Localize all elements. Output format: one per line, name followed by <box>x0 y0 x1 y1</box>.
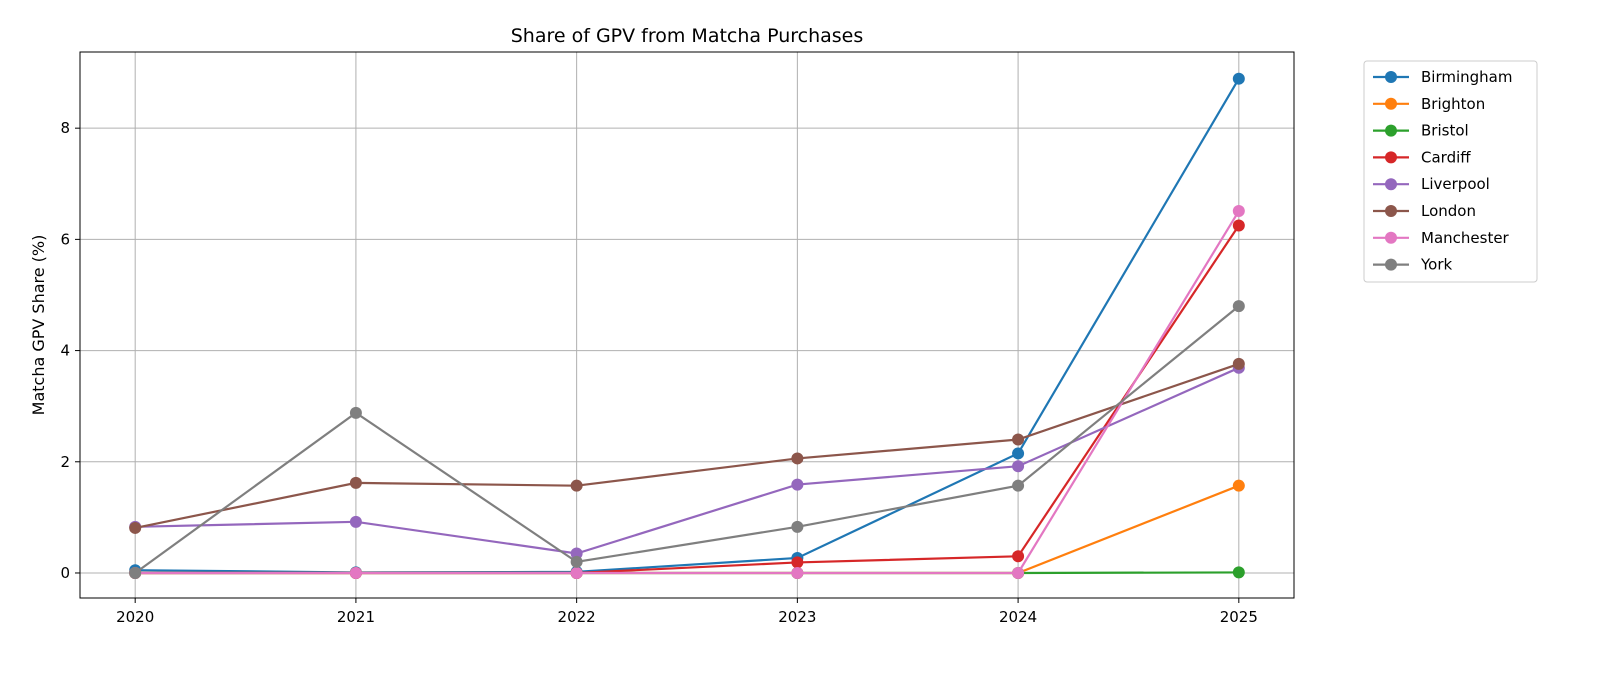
data-point <box>791 520 804 533</box>
legend-item: Birmingham <box>1373 68 1512 86</box>
legend-marker <box>1385 231 1397 244</box>
x-tick-label: 2020 <box>116 608 154 626</box>
series-york <box>129 300 1245 579</box>
legend-label: York <box>1420 256 1453 274</box>
y-tick-label: 2 <box>60 453 70 471</box>
data-point <box>791 452 804 465</box>
ticks: 2020 2021 2022 2023 2024 2025 0 2 4 6 8 <box>60 119 1257 626</box>
y-tick-label: 0 <box>60 564 70 582</box>
x-tick-label: 2023 <box>778 608 816 626</box>
legend-item: Manchester <box>1373 229 1510 247</box>
data-point <box>791 478 804 491</box>
x-tick-label: 2021 <box>337 608 375 626</box>
legend-item: Bristol <box>1373 122 1469 140</box>
series-line <box>135 484 1240 575</box>
legend-label: Cardiff <box>1421 148 1471 166</box>
y-tick-label: 4 <box>60 342 70 360</box>
legend-label: Brighton <box>1421 95 1485 113</box>
data-point <box>1012 460 1025 473</box>
legend-label: Bristol <box>1421 122 1469 140</box>
data-point <box>570 566 583 579</box>
legend-marker <box>1385 151 1397 164</box>
data-point <box>1012 433 1025 446</box>
plot-frame <box>79 51 1295 599</box>
series-line <box>135 210 1240 575</box>
data-point <box>349 406 362 419</box>
data-point <box>349 476 362 489</box>
legend-marker <box>1385 178 1397 191</box>
chart-title: Share of GPV from Matcha Purchases <box>511 25 864 47</box>
x-tick-label: 2022 <box>558 608 596 626</box>
series-line <box>135 78 1240 574</box>
data-point <box>1232 479 1245 492</box>
legend-item: Brighton <box>1373 95 1485 113</box>
data-point <box>1232 566 1245 579</box>
series-line <box>134 305 1240 574</box>
series-group <box>129 72 1245 579</box>
y-tick-label: 8 <box>60 119 70 137</box>
legend-label: Liverpool <box>1421 175 1490 193</box>
data-point <box>1232 205 1245 218</box>
legend-item: Cardiff <box>1373 148 1471 166</box>
legend-label: Manchester <box>1421 229 1510 247</box>
data-point <box>1232 300 1245 313</box>
series-line <box>134 362 1240 530</box>
data-point <box>570 555 583 568</box>
legend-marker <box>1385 258 1397 271</box>
series-cardiff <box>129 219 1245 579</box>
legend-marker <box>1385 97 1397 110</box>
series-liverpool <box>129 361 1245 560</box>
legend-item: Liverpool <box>1373 175 1490 193</box>
data-point <box>129 521 142 534</box>
data-point <box>570 547 583 560</box>
legend-label: Birmingham <box>1421 68 1512 86</box>
data-point <box>1232 72 1245 85</box>
data-point <box>791 556 804 569</box>
series-line <box>135 224 1240 575</box>
series-london <box>129 357 1245 534</box>
data-point <box>791 566 804 579</box>
legend-item: York <box>1373 256 1453 274</box>
legend-marker <box>1385 71 1397 83</box>
data-point <box>1232 219 1245 232</box>
legend-marker <box>1385 205 1397 217</box>
data-point <box>1232 357 1245 370</box>
legend: Birmingham Brighton Bristol Cardiff Liverpoo… <box>1363 60 1538 283</box>
data-point <box>349 566 362 579</box>
data-point <box>1012 566 1025 579</box>
x-tick-label: 2025 <box>1220 608 1258 626</box>
y-tick-label: 6 <box>60 230 70 248</box>
series-birmingham <box>129 72 1245 579</box>
series-line <box>135 366 1240 555</box>
x-tick-label: 2024 <box>999 608 1037 626</box>
data-point <box>1012 550 1025 563</box>
legend-item: London <box>1373 202 1476 220</box>
data-point <box>1012 447 1025 460</box>
legend-box <box>1363 60 1538 283</box>
data-point <box>570 479 583 492</box>
data-point <box>1012 479 1025 492</box>
y-axis-label: Matcha GPV Share (%) <box>29 235 48 416</box>
grid <box>80 52 1294 598</box>
data-point <box>349 515 362 528</box>
data-point <box>129 566 142 579</box>
legend-marker <box>1385 124 1397 137</box>
legend-label: London <box>1421 202 1476 220</box>
